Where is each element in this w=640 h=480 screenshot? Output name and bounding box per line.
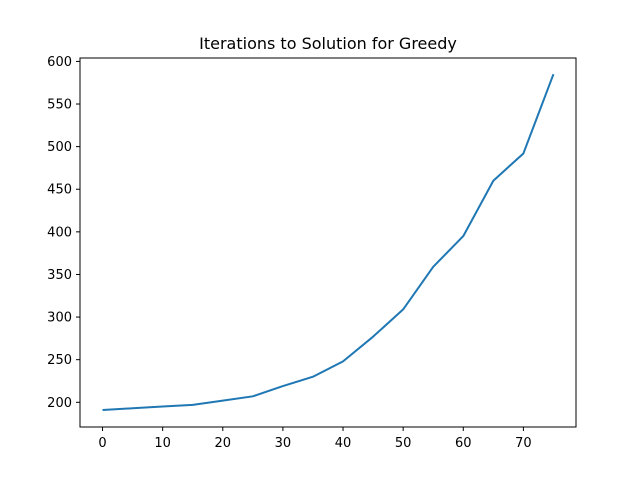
x-tick-label: 0 bbox=[98, 436, 106, 451]
x-tick-label: 50 bbox=[395, 436, 412, 451]
x-tick-label: 30 bbox=[275, 436, 292, 451]
y-tick-label: 450 bbox=[47, 183, 72, 198]
y-tick-label: 250 bbox=[47, 353, 72, 368]
y-tick-label: 550 bbox=[47, 98, 72, 113]
y-tick-label: 200 bbox=[47, 396, 72, 411]
x-tick-label: 60 bbox=[455, 436, 472, 451]
x-tick-label: 20 bbox=[215, 436, 232, 451]
x-tick-label: 10 bbox=[154, 436, 171, 451]
x-tick-label: 40 bbox=[335, 436, 352, 451]
plot-frame bbox=[79, 57, 577, 428]
y-tick-label: 600 bbox=[47, 55, 72, 70]
series-line bbox=[102, 73, 555, 411]
chart-title: Iterations to Solution for Greedy bbox=[199, 34, 457, 53]
y-tick-label: 500 bbox=[47, 140, 72, 155]
y-tick-label: 400 bbox=[47, 225, 72, 240]
y-tick-label: 300 bbox=[47, 311, 72, 326]
x-axis: 0 10 20 30 40 50 60 70 bbox=[98, 427, 532, 451]
x-tick-label: 70 bbox=[515, 436, 532, 451]
y-tick-label: 350 bbox=[47, 268, 72, 283]
y-axis: 200 250 300 350 400 450 500 550 600 bbox=[47, 55, 80, 411]
plot-area bbox=[102, 73, 555, 411]
